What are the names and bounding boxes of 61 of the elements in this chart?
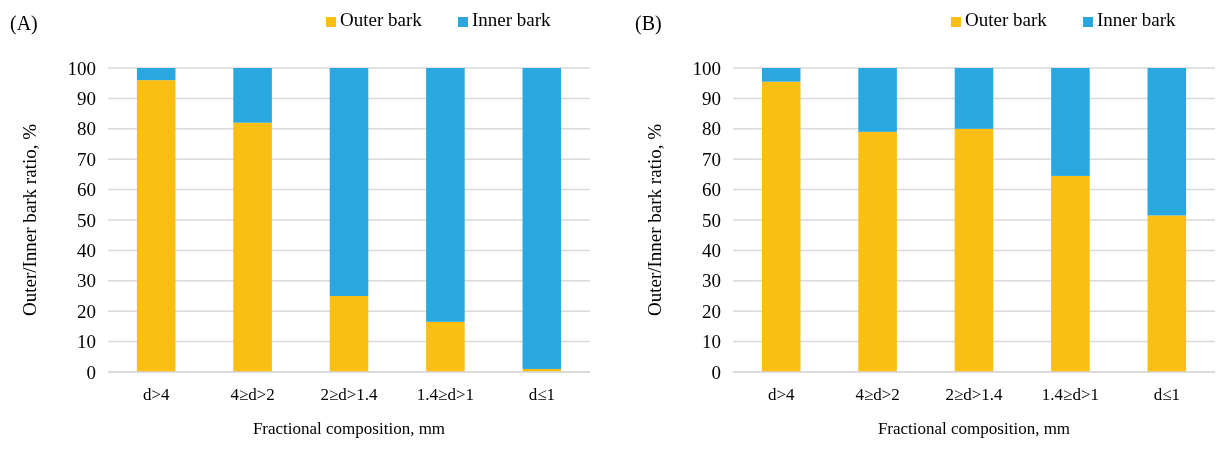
x-axis-title: Fractional composition, mm (252, 419, 446, 438)
legend-label: Outer bark (965, 9, 1048, 30)
bar (1051, 175, 1090, 372)
y-tick-label: 40 (702, 240, 721, 262)
y-axis-title: Outer/Inner bark ratio, % (19, 123, 40, 317)
y-tick-label: 50 (77, 209, 96, 231)
bar (1147, 68, 1187, 216)
bar (233, 68, 272, 123)
bar (1051, 68, 1090, 176)
legend-label: Inner bark (472, 9, 552, 30)
y-tick-label: 10 (702, 331, 721, 353)
bar (426, 68, 465, 322)
bar (136, 68, 176, 81)
x-axis-title: Fractional composition, mm (877, 419, 1071, 438)
bar (858, 131, 897, 372)
y-tick-label: 10 (77, 331, 96, 353)
bar (761, 81, 801, 372)
x-tick-label: 1.4≥d>1 (416, 385, 474, 404)
x-tick-label: 2≥d>1.4 (320, 385, 379, 404)
y-tick-label: 80 (77, 118, 96, 140)
bar (522, 68, 562, 369)
x-tick-label: 1.4≥d>1 (1041, 385, 1099, 404)
y-tick-label: 0 (86, 361, 96, 383)
x-tick-label: d>4 (767, 385, 795, 404)
y-tick-label: 90 (702, 88, 721, 110)
y-tick-label: 30 (77, 270, 96, 292)
x-tick-label: d≤1 (528, 385, 555, 404)
y-tick-label: 60 (702, 179, 721, 201)
y-tick-label: 0 (711, 361, 721, 383)
bar (858, 68, 897, 132)
legend-label: Inner bark (1097, 9, 1177, 30)
y-tick-label: 20 (77, 300, 96, 322)
bar (233, 122, 272, 372)
y-tick-label: 40 (77, 240, 96, 262)
y-tick-label: 100 (692, 57, 721, 79)
bar (954, 68, 994, 129)
x-tick-label: 4≥d>2 (230, 385, 275, 404)
bar (329, 296, 369, 372)
y-tick-label: 100 (67, 57, 96, 79)
y-tick-label: 20 (702, 300, 721, 322)
y-tick-label: 30 (702, 270, 721, 292)
chart-title: (A) (10, 12, 38, 35)
legend-label: Outer bark (340, 9, 423, 30)
bar (1147, 215, 1187, 372)
bar (426, 321, 465, 372)
y-tick-label: 80 (702, 118, 721, 140)
bar (761, 68, 801, 82)
y-tick-label: 70 (702, 148, 721, 170)
y-tick-label: 70 (77, 148, 96, 170)
y-tick-label: 50 (702, 209, 721, 231)
y-tick-label: 90 (77, 88, 96, 110)
bar (954, 128, 994, 372)
y-tick-label: 60 (77, 179, 96, 201)
x-tick-label: 2≥d>1.4 (945, 385, 1004, 404)
x-tick-label: d≤1 (1153, 385, 1180, 404)
y-axis-title: Outer/Inner bark ratio, % (644, 123, 665, 317)
x-tick-label: d>4 (142, 385, 170, 404)
x-tick-label: 4≥d>2 (855, 385, 900, 404)
chart-title: (B) (635, 12, 662, 35)
bar (329, 68, 369, 296)
bar (136, 80, 176, 372)
